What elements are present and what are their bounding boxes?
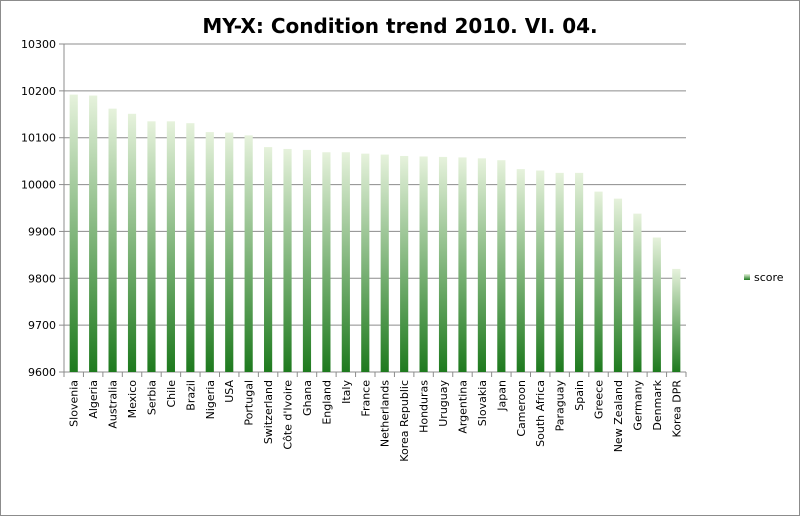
y-tick-label: 10000 (21, 179, 56, 192)
bar (205, 132, 214, 372)
legend: score (744, 271, 784, 284)
x-tick-label: Brazil (184, 380, 197, 411)
x-tick-label: Japan (495, 380, 508, 412)
bar (302, 149, 312, 372)
bar (400, 155, 409, 372)
x-tick-label: USA (223, 380, 236, 403)
x-tick-label: Côte d'Ivoire (282, 380, 295, 450)
x-tick-label: Nigeria (204, 380, 217, 419)
x-tick-label: Uruguay (437, 380, 450, 427)
bar (89, 95, 98, 373)
y-tick-label: 10200 (21, 85, 56, 98)
bar (497, 160, 506, 372)
y-tick-labels: 9600 9700 9800 9900 10000 10100 10200 10300 (21, 38, 56, 379)
bar (264, 147, 273, 372)
x-tick-label: Switzerland (262, 380, 275, 444)
x-tick-label: Italy (340, 380, 353, 404)
bar (380, 154, 389, 372)
x-tick-label: New Zealand (612, 380, 625, 452)
bar (438, 156, 448, 372)
bar (458, 157, 467, 372)
bar (536, 170, 545, 372)
bar (594, 191, 603, 372)
x-tick-label: Serbia (145, 380, 158, 415)
x-tick-label: Algeria (87, 380, 100, 419)
bar (244, 135, 253, 372)
y-tick-label: 9800 (28, 272, 56, 285)
x-tick-label: Spain (573, 380, 586, 411)
x-tick-label: Germany (631, 380, 644, 431)
bar (516, 169, 525, 372)
bar (633, 213, 642, 372)
x-tick-label: Slovenia (68, 380, 81, 427)
x-tick-label: Korea Republic (398, 380, 411, 462)
bar (555, 172, 564, 372)
bars (69, 94, 681, 373)
x-tick-label: Mexico (126, 380, 139, 419)
y-tick-label: 10100 (21, 132, 56, 145)
bar (575, 172, 584, 372)
x-tick-label: Portugal (243, 380, 256, 426)
x-tick-label: Paraguay (554, 380, 567, 432)
bar (672, 268, 681, 372)
x-tick-label: Netherlands (379, 380, 392, 447)
x-tick-labels: Slovenia Algeria Australia Mexico Serbia Chil… (68, 379, 684, 461)
x-tick-label: South Africa (534, 380, 547, 447)
bar (361, 153, 370, 372)
x-tick-label: Slovakia (476, 380, 489, 426)
x-tick-label: Argentina (456, 380, 469, 434)
y-tick-label: 9700 (28, 319, 56, 332)
x-tick-label: Korea DPR (670, 380, 683, 438)
axes (63, 44, 687, 377)
y-tick-label: 9900 (28, 225, 56, 238)
bar (127, 113, 137, 373)
bar (147, 121, 156, 372)
x-tick-label: Cameroon (515, 380, 528, 437)
x-tick-label: Denmark (651, 379, 664, 430)
legend-swatch (744, 274, 750, 280)
x-tick-label: Honduras (418, 380, 431, 433)
bar (341, 152, 350, 372)
y-tick-label: 10300 (21, 38, 56, 51)
x-tick-label: France (359, 380, 372, 417)
chart-title: MY-X: Condition trend 2010. VI. 04. (202, 14, 598, 38)
bar (108, 108, 117, 373)
bar (69, 94, 78, 372)
x-tick-label: England (320, 380, 333, 425)
bar (652, 237, 661, 372)
bar (477, 158, 486, 372)
bar (613, 198, 623, 372)
bar (186, 123, 195, 372)
bar (283, 148, 292, 372)
y-tick-label: 9600 (28, 366, 56, 379)
x-tick-label: Ghana (301, 380, 314, 416)
bar (322, 152, 331, 372)
x-tick-label: Australia (107, 380, 120, 429)
bar (225, 132, 234, 372)
x-tick-label: Chile (165, 380, 178, 408)
x-tick-label: Greece (593, 380, 606, 419)
bar (166, 121, 175, 372)
bar (419, 156, 428, 372)
legend-label: score (754, 271, 784, 284)
